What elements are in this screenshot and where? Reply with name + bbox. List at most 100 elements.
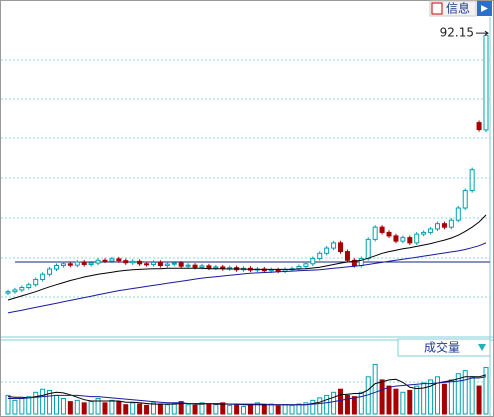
candle-body: [130, 260, 136, 264]
volume-bar: [213, 404, 219, 415]
candle-body: [171, 262, 177, 265]
candle-body: [157, 261, 163, 267]
volume-bar: [393, 388, 399, 415]
volume-bar: [47, 389, 53, 415]
candle-body: [40, 273, 46, 280]
volume-bar: [144, 404, 150, 415]
volume-bar: [137, 403, 143, 415]
candle-body: [386, 231, 392, 237]
candle-body: [5, 291, 11, 294]
volume-bar: [227, 404, 233, 415]
candle-body: [379, 226, 385, 233]
candle-body: [393, 235, 399, 242]
volume-bar: [407, 389, 413, 415]
volume-bar: [234, 403, 240, 415]
volume-bar: [171, 402, 177, 415]
volume-bar: [95, 398, 101, 415]
candle-body: [47, 268, 53, 275]
volume-bar: [81, 402, 87, 415]
candle-body: [74, 261, 80, 266]
high-label: 92.15: [440, 26, 474, 40]
candle-body: [448, 219, 454, 228]
candle-body: [178, 262, 184, 267]
candle-body: [400, 237, 406, 242]
candle-body: [421, 231, 427, 235]
volume-bar: [448, 379, 454, 415]
volume-bar: [268, 403, 274, 415]
volume-bar: [338, 388, 344, 415]
candle-body: [102, 259, 108, 262]
candle-body: [116, 258, 122, 262]
moving-average: [7, 214, 487, 301]
volume-bar: [150, 402, 156, 415]
volume-bar: [19, 398, 25, 415]
arrow-icon: [481, 5, 488, 12]
volume-bar: [351, 396, 357, 415]
candle-body: [317, 252, 323, 260]
candle-body: [199, 265, 205, 268]
volume-bar: [157, 403, 163, 415]
volume-bar: [358, 391, 364, 415]
candle-body: [275, 269, 281, 272]
volume-bar: [53, 394, 59, 415]
volume-bar: [220, 402, 226, 415]
volume-bar: [247, 404, 253, 415]
volume-bar: [88, 401, 94, 415]
candle-body: [331, 242, 337, 249]
candle-body: [67, 263, 73, 266]
volume-bar: [26, 396, 32, 415]
volume-bar: [386, 385, 392, 415]
candle-body: [441, 223, 447, 228]
volume-bar: [289, 404, 295, 415]
candle-body: [213, 266, 219, 269]
candle-body: [469, 169, 475, 192]
volume-bar: [164, 404, 170, 415]
candle-body: [137, 260, 143, 265]
dropdown-icon: [478, 344, 486, 351]
candle-body: [26, 284, 32, 288]
info-button[interactable]: 信息: [429, 0, 477, 17]
volume-bar: [185, 404, 191, 415]
candle-body: [109, 258, 115, 262]
volume-bar: [317, 397, 323, 415]
candle-body: [483, 34, 489, 131]
volume-bar: [435, 376, 441, 415]
volume-bar: [74, 399, 80, 415]
candle-body: [476, 122, 482, 131]
candle-body: [53, 265, 59, 270]
nav-button[interactable]: [477, 1, 492, 16]
volume-average: [8, 376, 487, 406]
button-bg: [397, 338, 491, 357]
volume-bar: [303, 402, 309, 415]
info-icon: [431, 2, 443, 15]
volume-bar: [379, 379, 385, 415]
volume-bar: [178, 401, 184, 415]
candle-body: [324, 247, 330, 254]
candle-body: [185, 264, 191, 267]
candle-body: [455, 207, 461, 221]
info-label: 信息: [446, 1, 470, 16]
volume-bar: [199, 402, 205, 415]
volume-bar: [130, 402, 136, 415]
volume-bar: [192, 404, 198, 415]
candle-body: [164, 263, 170, 267]
volume-bar: [310, 399, 316, 415]
candle-body: [296, 266, 302, 270]
volume-bar: [241, 406, 247, 415]
volume-label: 成交量: [424, 340, 460, 355]
candle-body: [407, 237, 413, 244]
volume-bar: [296, 403, 302, 415]
candle-body: [60, 263, 66, 267]
volume-menu[interactable]: 成交量: [397, 338, 491, 357]
candle-body: [12, 289, 18, 293]
volume-bar: [123, 404, 129, 415]
volume-bar: [261, 404, 267, 415]
candle-body: [81, 261, 87, 265]
volume-bar: [116, 401, 122, 415]
volume-bar: [40, 388, 46, 415]
volume-bar: [324, 394, 330, 415]
volume-bar: [344, 394, 350, 415]
candle-body: [88, 262, 94, 265]
volume-bar: [372, 363, 378, 415]
candle-body: [95, 259, 101, 264]
